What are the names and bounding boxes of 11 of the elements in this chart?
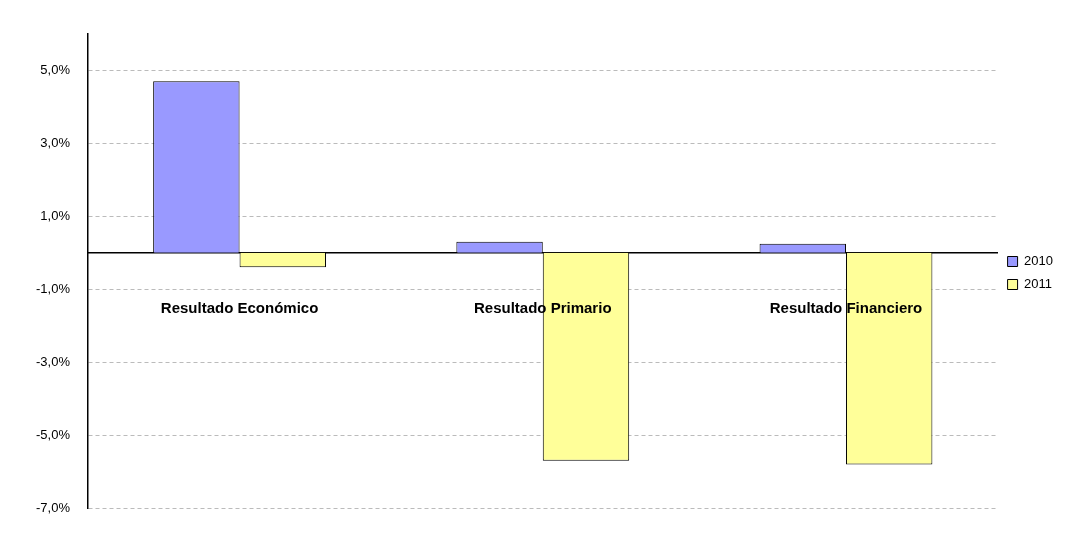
legend-label: 2010 bbox=[1024, 253, 1053, 269]
y-tick-label: -1,0% bbox=[35, 280, 71, 296]
y-tick-label: -7,0% bbox=[35, 499, 71, 515]
y-tick-label: 1,0% bbox=[40, 207, 71, 223]
y-tick-label: -5,0% bbox=[35, 426, 71, 442]
x-tick-label: Resultado Económico bbox=[160, 298, 319, 316]
y-tick-label: -3,0% bbox=[35, 353, 71, 369]
legend-label: 2011 bbox=[1024, 276, 1053, 292]
x-tick-label: Resultado Financiero bbox=[769, 298, 923, 316]
y-tick-label: 3,0% bbox=[40, 134, 71, 150]
y-tick-label: 5,0% bbox=[40, 61, 71, 77]
